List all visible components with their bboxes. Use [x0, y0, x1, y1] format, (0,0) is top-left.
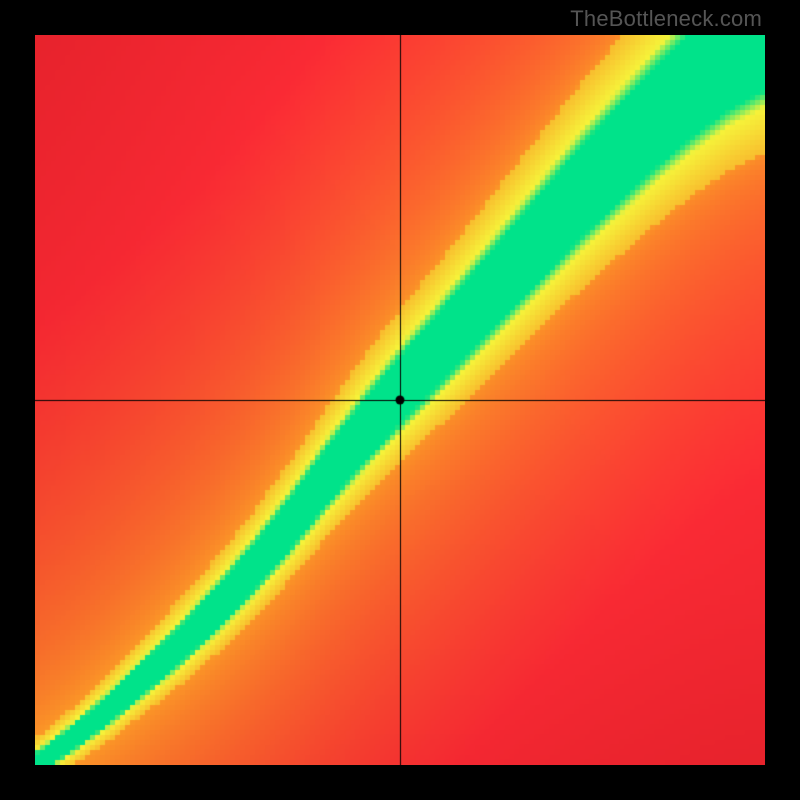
chart-container: TheBottleneck.com: [0, 0, 800, 800]
watermark-label: TheBottleneck.com: [570, 6, 762, 32]
heatmap-canvas: [35, 35, 765, 765]
